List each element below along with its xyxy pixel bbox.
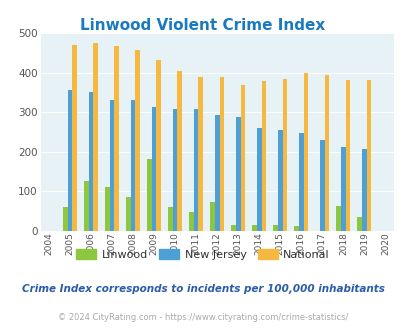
Bar xyxy=(72,45,77,231)
Bar xyxy=(105,187,109,231)
Bar xyxy=(345,80,350,231)
Bar xyxy=(277,130,282,231)
Bar xyxy=(198,77,202,231)
Bar xyxy=(84,181,89,231)
Bar xyxy=(173,109,177,231)
Bar xyxy=(340,148,345,231)
Bar xyxy=(151,107,156,231)
Bar xyxy=(194,109,198,231)
Bar xyxy=(240,85,245,231)
Bar xyxy=(135,50,140,231)
Bar xyxy=(235,117,240,231)
Bar xyxy=(89,92,93,231)
Bar xyxy=(68,90,72,231)
Bar xyxy=(294,226,298,231)
Bar xyxy=(261,81,266,231)
Bar xyxy=(93,43,98,231)
Bar xyxy=(168,207,173,231)
Bar xyxy=(356,217,361,231)
Bar xyxy=(214,115,219,231)
Legend: Linwood, New Jersey, National: Linwood, New Jersey, National xyxy=(72,245,333,264)
Bar xyxy=(219,77,224,231)
Bar xyxy=(63,207,68,231)
Bar xyxy=(156,60,161,231)
Bar xyxy=(126,197,130,231)
Bar xyxy=(256,128,261,231)
Text: © 2024 CityRating.com - https://www.cityrating.com/crime-statistics/: © 2024 CityRating.com - https://www.city… xyxy=(58,313,347,322)
Bar xyxy=(361,148,366,231)
Bar xyxy=(282,79,286,231)
Text: Crime Index corresponds to incidents per 100,000 inhabitants: Crime Index corresponds to incidents per… xyxy=(21,284,384,294)
Bar xyxy=(366,80,371,231)
Bar xyxy=(273,225,277,231)
Text: Linwood Violent Crime Index: Linwood Violent Crime Index xyxy=(80,18,325,33)
Bar xyxy=(109,100,114,231)
Bar xyxy=(177,71,182,231)
Bar xyxy=(189,213,194,231)
Bar xyxy=(324,75,328,231)
Bar xyxy=(147,158,151,231)
Bar xyxy=(303,73,307,231)
Bar xyxy=(336,207,340,231)
Bar xyxy=(231,225,235,231)
Bar xyxy=(252,225,256,231)
Bar xyxy=(130,100,135,231)
Bar xyxy=(319,140,324,231)
Bar xyxy=(298,133,303,231)
Bar xyxy=(210,202,214,231)
Bar xyxy=(114,46,119,231)
